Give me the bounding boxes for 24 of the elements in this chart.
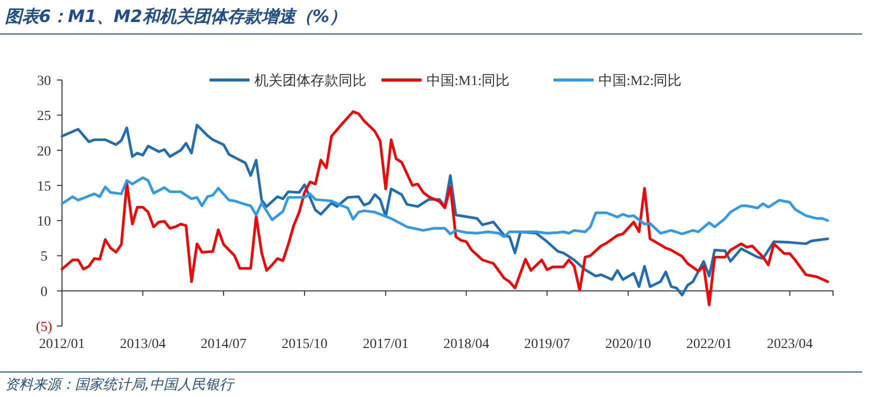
line-series <box>60 176 829 238</box>
y-tick-label: (5) <box>36 320 52 335</box>
x-tick-label: 2018/04 <box>443 337 490 352</box>
x-tick-label: 2015/10 <box>282 337 328 352</box>
y-tick-label: 10 <box>37 214 51 230</box>
chart-title: 图表6：M1、M2和机关团体存款增速（%） <box>5 7 346 27</box>
x-tick-label: 2017/01 <box>362 337 409 352</box>
x-tick-label: 2019/07 <box>524 337 570 352</box>
x-tick-label: 2014/07 <box>200 337 247 352</box>
x-tick-label: 2013/04 <box>120 337 166 352</box>
y-tick-label: 0 <box>40 284 48 300</box>
x-tick-label: 2012/01 <box>39 337 85 352</box>
y-tick-label: 15 <box>37 179 51 194</box>
y-tick-label: 30 <box>37 74 51 89</box>
y-tick-label: 5 <box>40 250 48 265</box>
x-tick-label: 2022/01 <box>686 337 732 352</box>
legend-label: 中国:M2:同比 <box>598 73 682 89</box>
x-tick-label: 2020/10 <box>605 337 652 352</box>
x-tick-label: 2023/04 <box>766 337 813 352</box>
y-tick-label: 20 <box>37 144 51 160</box>
legend-label: 机关团体存款同比 <box>254 73 366 89</box>
legend-label: 中国:M1:同比 <box>426 73 510 89</box>
text: 资料来源：国家统计局,中国人民银行 <box>5 377 236 393</box>
y-tick-label: 25 <box>37 109 51 124</box>
